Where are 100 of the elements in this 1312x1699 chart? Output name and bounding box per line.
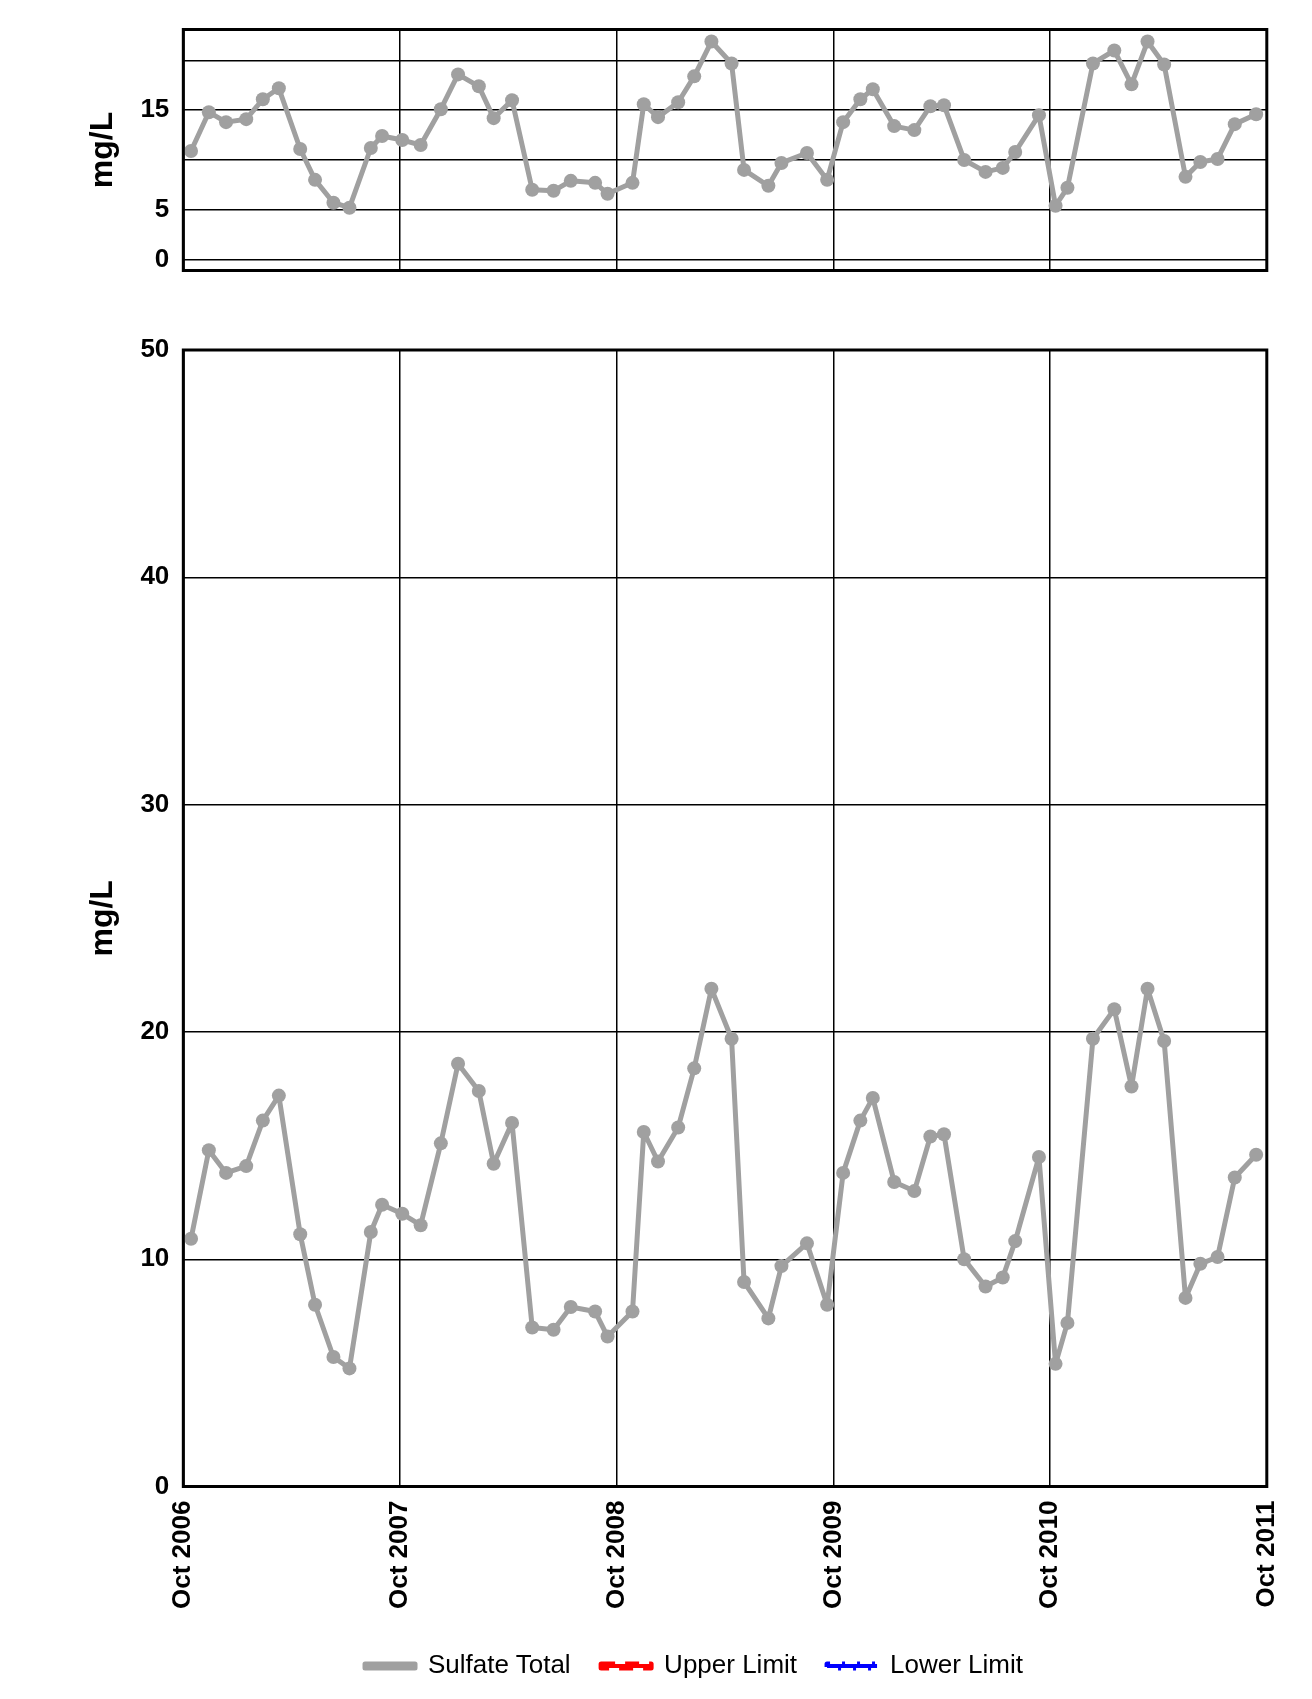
point xyxy=(546,183,561,198)
point xyxy=(820,172,835,187)
point xyxy=(1178,1290,1193,1305)
point xyxy=(1249,107,1264,122)
point xyxy=(737,162,752,177)
point xyxy=(1210,1250,1225,1264)
point xyxy=(774,1259,789,1274)
point xyxy=(219,1165,234,1180)
x-tick-label: Oct 2006 xyxy=(166,1500,197,1609)
y-tick-label: 40 xyxy=(140,560,170,591)
point xyxy=(737,1275,752,1290)
point xyxy=(588,175,603,190)
point xyxy=(799,1236,814,1251)
point xyxy=(651,110,666,125)
point xyxy=(671,1120,686,1135)
point xyxy=(625,1304,640,1319)
point xyxy=(636,97,651,112)
point xyxy=(995,160,1010,175)
point xyxy=(625,175,640,190)
point xyxy=(363,141,378,156)
point xyxy=(923,1129,938,1144)
point xyxy=(433,1136,448,1151)
y-tick-label: 50 xyxy=(140,333,170,364)
point xyxy=(486,111,501,126)
y-axis-title: mg/L xyxy=(83,111,120,189)
point xyxy=(239,112,254,127)
x-tick-label: Oct 2010 xyxy=(1033,1500,1064,1609)
point xyxy=(342,1361,357,1376)
point xyxy=(1227,1170,1242,1185)
point xyxy=(326,1350,341,1365)
point xyxy=(546,1322,561,1337)
point xyxy=(724,1031,739,1046)
point xyxy=(957,152,972,167)
point xyxy=(865,82,880,97)
x-tick-label: Oct 2008 xyxy=(600,1500,631,1609)
point xyxy=(1193,154,1208,169)
point xyxy=(563,1300,578,1315)
point xyxy=(1124,1079,1139,1094)
point xyxy=(1031,108,1046,123)
point xyxy=(820,1297,835,1312)
point xyxy=(184,144,199,158)
point xyxy=(1193,1256,1208,1271)
point xyxy=(293,1227,308,1242)
x-tick-label: Oct 2007 xyxy=(383,1500,414,1609)
legend-label: Lower Limit xyxy=(890,1649,1024,1680)
point xyxy=(363,1225,378,1239)
point xyxy=(761,178,776,193)
point xyxy=(395,1206,410,1221)
point xyxy=(907,123,922,138)
point xyxy=(671,95,686,110)
x-tick-label: Oct 2011 xyxy=(1249,1500,1280,1608)
y-tick-label: 0 xyxy=(154,242,170,273)
point xyxy=(761,1311,776,1326)
point xyxy=(600,1329,615,1344)
legend-label: Upper Limit xyxy=(664,1649,798,1680)
legend-label: Sulfate Total xyxy=(428,1649,571,1680)
point xyxy=(995,1270,1010,1285)
point xyxy=(687,1061,702,1076)
point xyxy=(774,155,789,170)
point xyxy=(1178,169,1193,184)
point xyxy=(505,93,520,108)
point xyxy=(1107,1002,1122,1017)
point xyxy=(600,186,615,201)
point xyxy=(853,92,868,107)
point xyxy=(413,1218,428,1233)
point xyxy=(433,102,448,117)
y-tick-label: 0 xyxy=(154,1469,170,1500)
point xyxy=(471,79,486,94)
point xyxy=(1060,180,1075,195)
point xyxy=(219,115,234,130)
point xyxy=(937,98,952,113)
point xyxy=(1085,56,1100,71)
point xyxy=(1157,57,1172,72)
point xyxy=(239,1159,254,1174)
point xyxy=(1249,1147,1264,1162)
point xyxy=(1085,1031,1100,1046)
point xyxy=(1107,43,1122,58)
point xyxy=(1048,198,1063,213)
y-tick-label: 20 xyxy=(140,1015,170,1046)
point xyxy=(887,119,902,134)
point xyxy=(1157,1034,1172,1049)
point xyxy=(704,34,719,49)
point xyxy=(471,1084,486,1099)
point xyxy=(486,1156,501,1171)
x-tick-label: Oct 2009 xyxy=(816,1500,847,1609)
point xyxy=(1008,144,1023,159)
point xyxy=(907,1184,922,1199)
point xyxy=(184,1231,199,1246)
point xyxy=(923,99,938,114)
y-tick-label: 5 xyxy=(154,192,170,223)
point xyxy=(201,105,216,120)
y-tick-label: 15 xyxy=(140,93,170,124)
point xyxy=(937,1127,952,1142)
point xyxy=(853,1113,868,1128)
point xyxy=(413,138,428,153)
point xyxy=(1140,981,1155,996)
point xyxy=(724,56,739,71)
point xyxy=(1031,1149,1046,1164)
point xyxy=(375,1197,390,1212)
point xyxy=(836,1165,851,1180)
